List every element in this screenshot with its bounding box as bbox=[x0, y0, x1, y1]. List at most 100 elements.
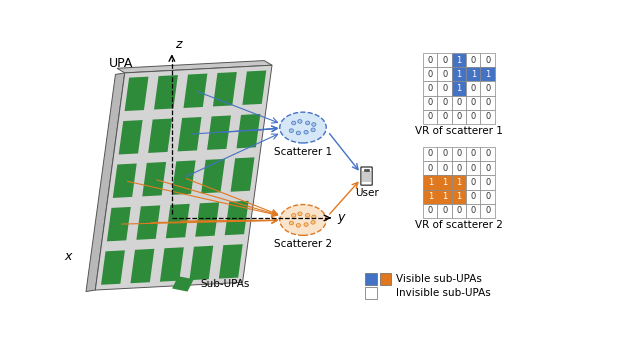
Polygon shape bbox=[107, 207, 131, 241]
Bar bbox=[438, 53, 452, 67]
Bar bbox=[423, 96, 438, 110]
Polygon shape bbox=[201, 159, 225, 193]
Bar bbox=[452, 96, 466, 110]
Polygon shape bbox=[125, 77, 148, 111]
Text: 1: 1 bbox=[428, 192, 433, 201]
Text: Invisible sub-UPAs: Invisible sub-UPAs bbox=[396, 288, 491, 298]
Polygon shape bbox=[172, 276, 193, 292]
Bar bbox=[423, 204, 438, 218]
Polygon shape bbox=[219, 244, 243, 279]
Bar bbox=[466, 175, 481, 190]
Text: 0: 0 bbox=[471, 164, 476, 173]
Polygon shape bbox=[183, 74, 207, 108]
Ellipse shape bbox=[305, 121, 310, 125]
Bar bbox=[423, 161, 438, 175]
Text: VR of scatterer 1: VR of scatterer 1 bbox=[415, 126, 503, 137]
Bar bbox=[438, 96, 452, 110]
Ellipse shape bbox=[280, 204, 326, 235]
Bar bbox=[481, 96, 495, 110]
Polygon shape bbox=[113, 164, 136, 198]
Text: 0: 0 bbox=[428, 113, 433, 121]
Text: 1: 1 bbox=[471, 70, 476, 79]
Bar bbox=[423, 67, 438, 81]
Text: 0: 0 bbox=[428, 98, 433, 107]
Bar bbox=[423, 81, 438, 96]
Bar bbox=[365, 273, 377, 285]
Ellipse shape bbox=[292, 214, 296, 217]
Text: 0: 0 bbox=[485, 55, 490, 65]
Bar bbox=[481, 204, 495, 218]
Text: 0: 0 bbox=[485, 98, 490, 107]
Bar bbox=[452, 190, 466, 204]
Text: 0: 0 bbox=[485, 207, 490, 215]
Ellipse shape bbox=[289, 221, 294, 225]
Bar bbox=[466, 81, 481, 96]
Text: 1: 1 bbox=[456, 192, 461, 201]
Bar bbox=[452, 110, 466, 124]
Ellipse shape bbox=[304, 130, 308, 134]
Text: 0: 0 bbox=[471, 98, 476, 107]
Text: Scatterer 1: Scatterer 1 bbox=[274, 147, 332, 157]
Bar bbox=[481, 190, 495, 204]
Polygon shape bbox=[195, 202, 219, 237]
Bar bbox=[365, 287, 377, 299]
Ellipse shape bbox=[296, 131, 300, 135]
Text: 0: 0 bbox=[485, 164, 490, 173]
Text: 0: 0 bbox=[428, 164, 433, 173]
Text: 1: 1 bbox=[428, 178, 433, 187]
Text: z: z bbox=[175, 38, 182, 51]
Ellipse shape bbox=[304, 223, 308, 226]
Ellipse shape bbox=[312, 123, 316, 126]
Text: 0: 0 bbox=[456, 149, 461, 159]
Text: 0: 0 bbox=[428, 207, 433, 215]
Bar bbox=[423, 190, 438, 204]
Polygon shape bbox=[178, 117, 202, 151]
Text: UPA: UPA bbox=[109, 57, 133, 70]
Text: 1: 1 bbox=[442, 178, 447, 187]
Bar bbox=[452, 81, 466, 96]
Bar bbox=[438, 81, 452, 96]
Ellipse shape bbox=[280, 112, 326, 143]
Bar bbox=[438, 110, 452, 124]
Text: 0: 0 bbox=[485, 149, 490, 159]
Text: Visible sub-UPAs: Visible sub-UPAs bbox=[396, 274, 482, 284]
Bar bbox=[423, 110, 438, 124]
Bar bbox=[452, 175, 466, 190]
Polygon shape bbox=[95, 65, 272, 290]
Text: User: User bbox=[355, 188, 379, 198]
Text: 0: 0 bbox=[471, 113, 476, 121]
Ellipse shape bbox=[292, 121, 296, 125]
Bar bbox=[466, 190, 481, 204]
Polygon shape bbox=[172, 161, 195, 195]
Text: 0: 0 bbox=[471, 149, 476, 159]
Bar bbox=[438, 204, 452, 218]
Polygon shape bbox=[142, 162, 166, 196]
Bar bbox=[466, 110, 481, 124]
Bar bbox=[438, 161, 452, 175]
Polygon shape bbox=[207, 116, 231, 150]
Polygon shape bbox=[166, 204, 190, 238]
Text: 1: 1 bbox=[456, 178, 461, 187]
Text: 0: 0 bbox=[442, 84, 447, 93]
Text: 0: 0 bbox=[428, 55, 433, 65]
Bar bbox=[466, 161, 481, 175]
Polygon shape bbox=[225, 201, 249, 235]
Text: 1: 1 bbox=[456, 70, 461, 79]
Polygon shape bbox=[160, 247, 184, 282]
Bar bbox=[466, 53, 481, 67]
Ellipse shape bbox=[305, 214, 310, 217]
Bar bbox=[423, 175, 438, 190]
Ellipse shape bbox=[311, 220, 316, 224]
Polygon shape bbox=[213, 72, 237, 106]
Polygon shape bbox=[230, 157, 255, 192]
Text: 0: 0 bbox=[485, 113, 490, 121]
Text: 0: 0 bbox=[471, 178, 476, 187]
Text: 0: 0 bbox=[456, 164, 461, 173]
Bar bbox=[481, 53, 495, 67]
Text: 0: 0 bbox=[456, 113, 461, 121]
Bar bbox=[466, 67, 481, 81]
Polygon shape bbox=[190, 246, 213, 280]
Bar bbox=[481, 67, 495, 81]
Polygon shape bbox=[86, 73, 125, 292]
Text: 1: 1 bbox=[442, 192, 447, 201]
